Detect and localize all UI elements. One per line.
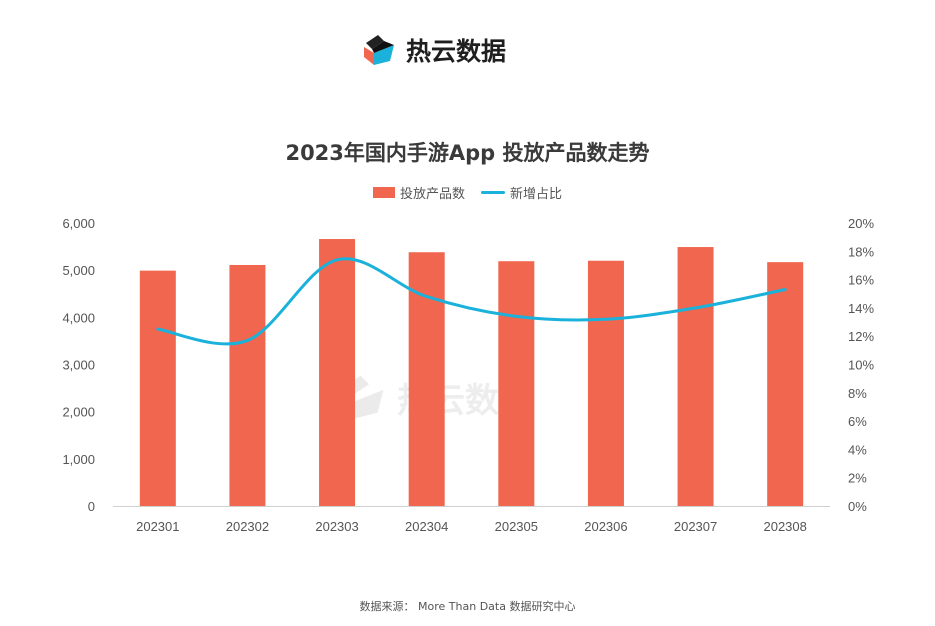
legend-swatch-line [481, 191, 505, 194]
y-right-tick-label: 0% [848, 499, 867, 514]
y-right-tick-label: 4% [848, 442, 867, 457]
bar [319, 239, 356, 506]
legend-swatch-bars [372, 187, 395, 198]
y-left-tick-label: 3,000 [62, 358, 95, 373]
legend-item-bars: 投放产品数 [372, 183, 465, 202]
bar [498, 261, 535, 506]
y-left-tick-label: 5,000 [62, 263, 95, 278]
chart-legend: 投放产品数 新增占比 [0, 183, 935, 202]
y-left-tick-label: 0 [88, 499, 95, 514]
y-right-tick-label: 8% [848, 386, 867, 401]
y-right-tick-label: 2% [848, 471, 867, 486]
y-right-tick-label: 6% [848, 414, 867, 429]
bar [408, 252, 445, 506]
legend-label-bars: 投放产品数 [399, 187, 465, 202]
x-tick-label: 202302 [226, 519, 269, 534]
y-right-tick-label: 20% [848, 216, 874, 231]
y-left-tick-label: 2,000 [62, 405, 95, 420]
x-tick-label: 202308 [763, 519, 806, 534]
x-tick-label: 202305 [495, 519, 538, 534]
legend-label-line: 新增占比 [510, 187, 563, 202]
cube-logo-icon [364, 35, 394, 65]
brand-logo: 热云数据 [360, 30, 506, 70]
bar [139, 270, 176, 506]
brand-name: 热云数据 [406, 37, 507, 66]
bar [677, 247, 714, 506]
y-left-tick-label: 1,000 [62, 452, 95, 467]
bar [229, 264, 266, 506]
y-left-tick-label: 6,000 [62, 216, 95, 231]
data-source: 数据来源： More Than Data 数据研究中心 [359, 600, 576, 613]
x-tick-label: 202301 [136, 519, 179, 534]
x-tick-label: 202307 [674, 519, 717, 534]
y-right-tick-label: 16% [848, 273, 874, 288]
y-right-tick-label: 12% [848, 329, 874, 344]
bar [587, 260, 624, 506]
x-tick-label: 202304 [405, 519, 448, 534]
y-left-tick-label: 4,000 [62, 310, 95, 325]
y-right-tick-label: 14% [848, 301, 874, 316]
series-line [156, 257, 787, 346]
legend-item-line: 新增占比 [481, 183, 562, 202]
chart-title: 2023年国内手游App 投放产品数走势 [285, 141, 650, 165]
x-tick-label: 202306 [584, 519, 627, 534]
y-right-tick-label: 10% [848, 358, 874, 373]
y-right-tick-label: 18% [848, 244, 874, 259]
x-tick-label: 202303 [315, 519, 358, 534]
bar [767, 262, 804, 506]
